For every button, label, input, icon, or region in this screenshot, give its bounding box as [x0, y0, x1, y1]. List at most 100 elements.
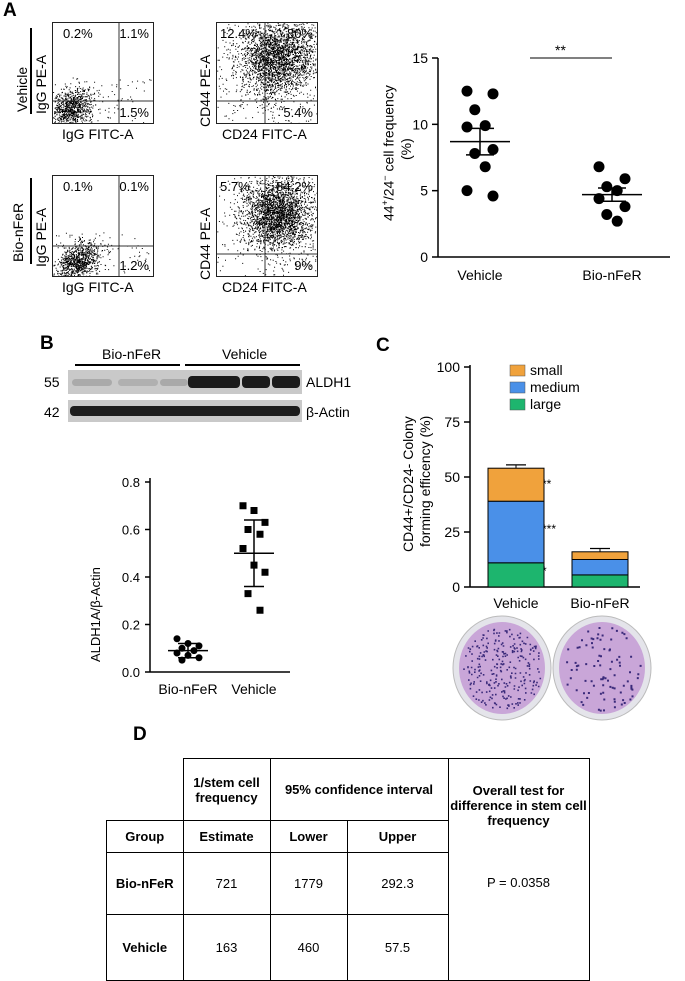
header-overall: Overall test for difference in stem cell… [447, 758, 590, 853]
scatter-cloud [217, 176, 317, 276]
y-tick-label: 10 [412, 116, 428, 132]
x-tick-label: Vehicle [457, 267, 502, 283]
legend-swatch-small [509, 364, 526, 377]
x-tick-label: Bio-nFeR [570, 595, 629, 611]
bar-segment-large [487, 562, 545, 588]
significance-marker: ** [555, 42, 566, 58]
panel-label-b: B [40, 333, 54, 354]
p-value: P = 0.0358 [447, 852, 590, 981]
sig-small: ** [542, 477, 552, 491]
legend-swatch-large [509, 398, 526, 411]
lane-bracket [75, 364, 180, 366]
data-point [611, 215, 623, 227]
colony-dish-images [452, 615, 652, 721]
data-point [487, 144, 499, 156]
data-point [479, 120, 491, 132]
panel-label-c: C [376, 335, 390, 356]
quadrant-lr: 1.5% [119, 105, 149, 120]
data-point [601, 181, 613, 193]
header-estimate: Estimate [182, 820, 271, 853]
row-upper: 292.3 [346, 852, 449, 915]
aldh1-ratio-chart: Bio-nFeR Vehicle 0.8 0.6 0.4 0.2 0.0 [122, 475, 290, 697]
data-point [173, 635, 181, 643]
scatter-dots [53, 232, 150, 276]
data-point [239, 502, 247, 510]
row-estimate: 163 [182, 914, 271, 981]
header-upper: Upper [346, 820, 449, 853]
x-tick-label: Vehicle [231, 681, 276, 697]
data-point [469, 148, 481, 160]
data-point [619, 173, 631, 185]
row-bracket [30, 178, 32, 264]
header-ci: 95% confidence interval [269, 758, 449, 821]
quadrant-ul: 5.7% [220, 179, 250, 194]
data-point [601, 209, 613, 221]
band-label: ALDH1 [306, 374, 352, 390]
data-point [256, 530, 264, 538]
frequency-ylabel: 44+/24− cell frequency [380, 85, 397, 221]
header-inverse-freq: 1/stem cell frequency [182, 758, 271, 821]
colony-ylabel-line1: CD44+/CD24- Colony [400, 416, 416, 552]
flow-plot-bionfer-igg: 0.1% 0.1% 1.2% [52, 175, 154, 277]
quadrant-ur: 84.2% [276, 179, 313, 194]
lane-group-label: Vehicle [222, 346, 268, 362]
bar-segment-small [571, 551, 629, 561]
band-label: β-Actin [306, 404, 350, 420]
mw-marker: 55 [44, 374, 60, 390]
legend-label: small [530, 362, 563, 378]
bar-segment-medium [571, 559, 629, 576]
y-tick-label: 0.6 [122, 523, 140, 538]
y-tick-label: 0.8 [122, 475, 140, 490]
mw-marker: 42 [44, 404, 60, 420]
row-estimate: 721 [182, 852, 271, 915]
legend-swatch-medium [509, 381, 526, 394]
lane-group-label: Bio-nFeR [102, 346, 162, 362]
y-tick-label: 0 [420, 249, 428, 265]
aldh1-ylabel: ALDH1A/β-Actin [88, 567, 103, 662]
x-tick-label: Bio-nFeR [582, 267, 641, 283]
colony-forming-chart: Vehicle Bio-nFeR small medium large ** *… [437, 359, 640, 611]
flow-xlabel: IgG FITC-A [62, 279, 134, 295]
blot-aldh1 [68, 370, 302, 394]
y-tick-label: 15 [412, 50, 428, 66]
y-tick-label: 75 [444, 414, 460, 430]
data-point [461, 185, 473, 197]
header-group: Group [106, 820, 184, 853]
row-lower: 1779 [269, 852, 348, 915]
data-point [469, 104, 481, 116]
quadrant-lr: 5.4% [283, 105, 313, 120]
quadrant-lr: 1.2% [119, 258, 149, 273]
data-point [261, 518, 269, 526]
flow-ylabel: IgG PE-A [33, 207, 49, 267]
data-point [244, 526, 252, 533]
flow-ylabel: CD44 PE-A [197, 54, 213, 127]
flow-ylabel: CD44 PE-A [197, 207, 213, 280]
scatter-cloud [53, 23, 153, 123]
scatter-cloud [217, 23, 317, 123]
lane-bracket [185, 364, 300, 366]
row-label-vehicle: Vehicle [14, 66, 30, 112]
quadrant-lr: 9% [294, 258, 313, 273]
row-group: Bio-nFeR [106, 852, 184, 915]
y-tick-label: 0 [452, 579, 460, 595]
stem-cell-frequency-table: 1/stem cell frequency 95% confidence int… [106, 758, 590, 981]
data-point [244, 590, 252, 598]
flow-xlabel: CD24 FITC-A [222, 126, 307, 142]
data-point [256, 606, 264, 614]
row-bracket [30, 28, 32, 114]
quadrant-ur: 0.1% [119, 179, 149, 194]
bar-segment-medium [487, 500, 545, 564]
y-tick-label: 5 [420, 183, 428, 199]
panel-label-d: D [133, 724, 147, 745]
colony-ylabel-line2: forming efficency (%) [417, 415, 433, 547]
y-tick-label: 50 [444, 469, 460, 485]
scatter-dots [217, 23, 317, 123]
quadrant-ul: 12.4% [220, 26, 257, 41]
quadrant-ur: 1.1% [119, 26, 149, 41]
row-group: Vehicle [106, 914, 184, 981]
flow-plot-vehicle-igg: 0.2% 1.1% 1.5% [52, 22, 154, 124]
quadrant-ul: 0.2% [63, 26, 93, 41]
data-point [250, 507, 258, 514]
data-point [239, 545, 247, 552]
sig-medium: *** [542, 522, 556, 536]
